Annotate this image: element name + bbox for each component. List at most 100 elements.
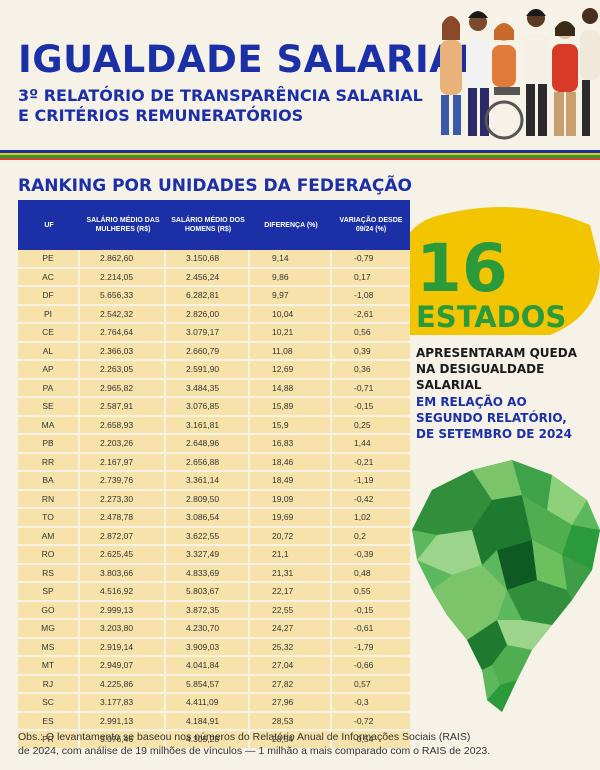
cell-salario-homens: 3.909,03 xyxy=(166,638,250,657)
table-row: SE 2.587,91 3.076,85 15,89 -0,15 xyxy=(18,398,410,417)
cell-salario-homens: 6.282,81 xyxy=(166,287,250,306)
table-row: PR 3.076,46 4.305,28 28,54 -0,54 xyxy=(18,731,410,750)
cell-salario-homens: 3.161,81 xyxy=(166,416,250,435)
table-row: ES 2.991,13 4.184,91 28,53 -0,72 xyxy=(18,712,410,731)
cell-diferenca: 19,09 xyxy=(250,490,332,509)
cell-salario-mulheres: 4.225,86 xyxy=(80,675,166,694)
cell-uf: SE xyxy=(18,398,80,417)
cell-salario-mulheres: 3.803,66 xyxy=(80,564,166,583)
subtitle-line-1: 3º RELATÓRIO DE TRANSPARÊNCIA SALARIAL xyxy=(18,86,423,105)
highlight-text-line-2: NA DESIGUALDADE xyxy=(416,362,545,376)
person-5 xyxy=(552,21,578,136)
cell-variacao: -2,61 xyxy=(332,306,410,324)
highlight-number: 16 xyxy=(416,230,508,307)
highlight-blue-line-1: EM RELAÇÃO AO xyxy=(416,395,527,409)
cell-diferenca: 14,88 xyxy=(250,379,332,398)
table-row: PI 2.542,32 2.826,00 10,04 -2,61 xyxy=(18,305,410,324)
cell-uf: AM xyxy=(18,527,80,546)
section-title: RANKING POR UNIDADES DA FEDERAÇÃO xyxy=(18,176,412,196)
stripe-red xyxy=(0,157,600,160)
table-row: PA 2.965,82 3.484,35 14,88 -0,71 xyxy=(18,379,410,398)
cell-salario-homens: 4.305,28 xyxy=(166,731,250,750)
footnote-line-2: de 2024, com análise de 19 milhões de ví… xyxy=(18,745,491,757)
table-row: CE 2.764,64 3.079,17 10,21 0,56 xyxy=(18,324,410,343)
cell-salario-homens: 2.456,24 xyxy=(166,268,250,287)
cell-salario-mulheres: 4.516,92 xyxy=(80,583,166,602)
cell-salario-mulheres: 5.656,33 xyxy=(80,287,166,306)
highlight-background xyxy=(400,207,600,335)
cell-variacao: -1,79 xyxy=(332,639,410,657)
cell-salario-mulheres: 2.203,26 xyxy=(80,435,166,454)
cell-salario-mulheres: 2.919,14 xyxy=(80,638,166,657)
cell-salario-mulheres: 2.739,76 xyxy=(80,472,166,491)
people-illustration xyxy=(440,8,600,140)
cell-uf: DF xyxy=(18,287,80,306)
header-diferenca: DIFERENÇA (%) xyxy=(250,200,332,250)
cell-uf: MG xyxy=(18,620,80,639)
cell-diferenca: 22,17 xyxy=(250,583,332,602)
cell-salario-mulheres: 2.478,78 xyxy=(80,509,166,528)
cell-uf: BA xyxy=(18,472,80,491)
brazil-map xyxy=(412,460,600,712)
page-subtitle: 3º RELATÓRIO DE TRANSPARÊNCIA SALARIAL E… xyxy=(18,86,423,126)
cell-diferenca: 15,89 xyxy=(250,398,332,417)
cell-uf: PI xyxy=(18,305,80,324)
ranking-table: UF SALÁRIO MÉDIO DAS MULHERES (R$) SALÁR… xyxy=(18,200,410,750)
cell-diferenca: 9,14 xyxy=(250,250,332,269)
cell-salario-mulheres: 2.214,05 xyxy=(80,268,166,287)
cell-diferenca: 18,49 xyxy=(250,472,332,491)
cell-uf: TO xyxy=(18,509,80,528)
cell-variacao: 0,25 xyxy=(332,417,410,435)
table-row: TO 2.478,78 3.086,54 19,69 1,02 xyxy=(18,509,410,528)
person-1 xyxy=(440,16,462,135)
table-row: SP 4.516,92 5.803,67 22,17 0,55 xyxy=(18,583,410,602)
highlight-reference: EM RELAÇÃO AO SEGUNDO RELATÓRIO, DE SETE… xyxy=(416,394,600,442)
cell-diferenca: 27,82 xyxy=(250,675,332,694)
cell-variacao: -1,08 xyxy=(332,287,410,306)
cell-salario-homens: 4.230,70 xyxy=(166,620,250,639)
cell-uf: CE xyxy=(18,324,80,343)
person-3-wheelchair xyxy=(484,23,524,140)
cell-diferenca: 9,97 xyxy=(250,287,332,306)
cell-uf: AL xyxy=(18,342,80,361)
cell-salario-homens: 3.872,35 xyxy=(166,601,250,620)
cell-salario-homens: 2.591,90 xyxy=(166,361,250,380)
cell-salario-homens: 3.076,85 xyxy=(166,398,250,417)
table-row: AL 2.366,03 2.660,79 11,08 0,39 xyxy=(18,342,410,361)
cell-diferenca: 21,1 xyxy=(250,546,332,565)
cell-variacao: -1,19 xyxy=(332,472,410,491)
highlight-label: ESTADOS xyxy=(416,300,567,334)
table-row: AC 2.214,05 2.456,24 9,86 0,17 xyxy=(18,268,410,287)
cell-diferenca: 16,83 xyxy=(250,435,332,454)
cell-diferenca: 10,04 xyxy=(250,305,332,324)
cell-variacao: 0,17 xyxy=(332,269,410,287)
cell-variacao: -0,71 xyxy=(332,380,410,398)
cell-variacao: 0,39 xyxy=(332,343,410,361)
header-salario-homens: SALÁRIO MÉDIO DOS HOMENS (R$) xyxy=(166,200,250,250)
highlight-text-line-1: APRESENTARAM QUEDA xyxy=(416,346,577,360)
cell-uf: AC xyxy=(18,268,80,287)
footnote-line-1: Obs.: O levantamento se baseou nos númer… xyxy=(18,731,471,743)
person-6 xyxy=(580,8,600,136)
cell-salario-mulheres: 2.263,05 xyxy=(80,361,166,380)
cell-salario-mulheres: 2.542,32 xyxy=(80,305,166,324)
table-body: PE 2.862,60 3.150,68 9,14 -0,79 AC 2.214,05 2.4… xyxy=(18,250,410,750)
cell-salario-homens: 3.622,55 xyxy=(166,527,250,546)
cell-salario-homens: 4.411,09 xyxy=(166,694,250,713)
cell-diferenca: 22,55 xyxy=(250,601,332,620)
cell-variacao: 1,44 xyxy=(332,435,410,454)
cell-variacao: 0,57 xyxy=(332,676,410,694)
cell-salario-mulheres: 3.177,83 xyxy=(80,694,166,713)
cell-salario-mulheres: 3.076,46 xyxy=(80,731,166,750)
table-row: RS 3.803,66 4.833,69 21,31 0,48 xyxy=(18,564,410,583)
cell-salario-mulheres: 2.949,07 xyxy=(80,657,166,676)
table-row: RO 2.625,45 3.327,49 21,1 -0,39 xyxy=(18,546,410,565)
cell-variacao: -0,66 xyxy=(332,657,410,676)
highlight-blue-line-3: DE SETEMBRO DE 2024 xyxy=(416,427,572,441)
cell-variacao: 1,02 xyxy=(332,509,410,528)
cell-variacao: 0,48 xyxy=(332,565,410,583)
table-row: MG 3.203,80 4.230,70 24,27 -0,61 xyxy=(18,620,410,639)
person-4 xyxy=(524,9,548,136)
subtitle-line-2: E CRITÉRIOS REMUNERATÓRIOS xyxy=(18,106,304,125)
page-title: IGUALDADE SALARIAL xyxy=(18,38,483,81)
